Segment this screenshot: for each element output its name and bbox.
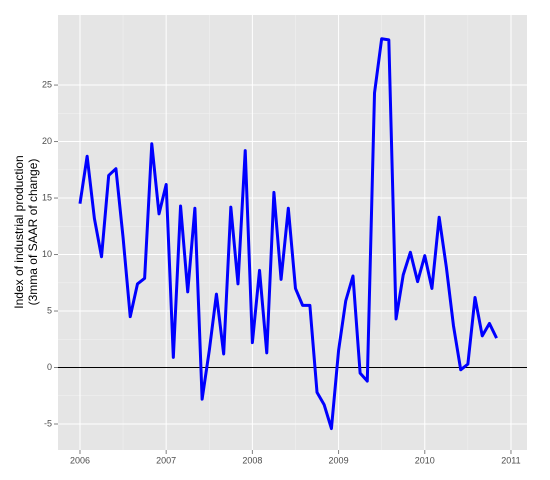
y-axis-title: (3mma of SAAR of change) (26, 159, 40, 306)
y-tick-label: 10 (42, 249, 52, 259)
y-axis-title: Index of industrial production (12, 155, 26, 308)
x-tick-label: 2009 (329, 455, 349, 465)
x-tick-label: 2008 (242, 455, 262, 465)
x-tick-label: 2007 (156, 455, 176, 465)
panel (58, 15, 527, 450)
line (78, 37, 498, 431)
y-tick-label: -5 (44, 418, 52, 428)
y-tick-label: 0 (47, 362, 52, 372)
y-tick-label: 5 (47, 305, 52, 315)
x-tick-label: 2006 (70, 455, 90, 465)
y-tick-label: 15 (42, 192, 52, 202)
x-tick-label: 2011 (501, 455, 520, 465)
y-tick-label: 25 (42, 79, 52, 89)
y-tick-label: 20 (42, 136, 52, 146)
x-tick-label: 2010 (415, 455, 435, 465)
